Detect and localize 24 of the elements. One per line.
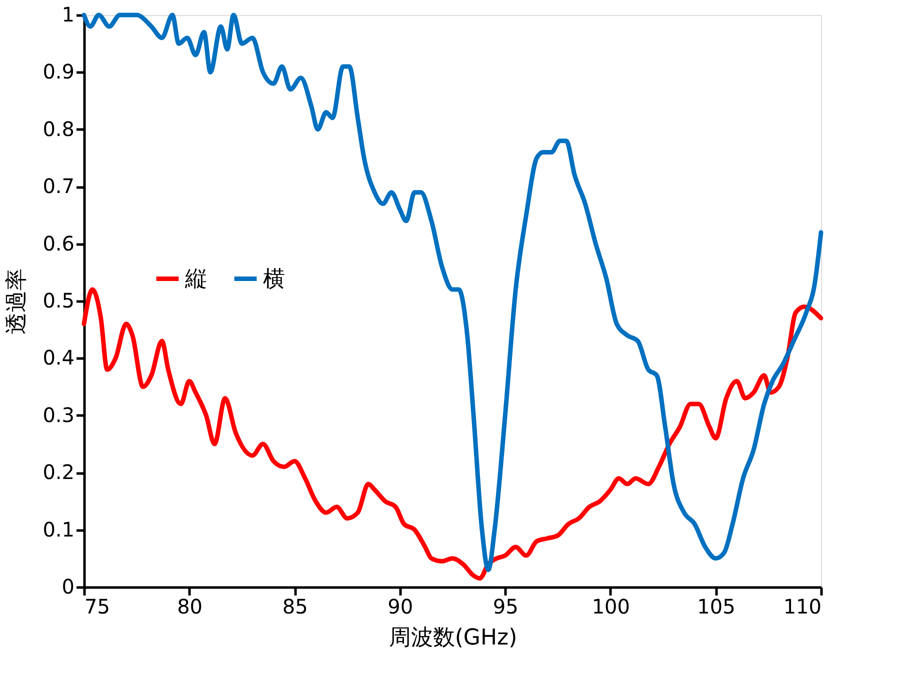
y-tick-label: 0.1 [42,517,74,542]
x-tick-label: 75 [84,594,110,618]
line-series [82,12,824,572]
y-tick-label: 0.6 [42,231,74,256]
x-axis-title: 周波数(GHz) [388,626,518,650]
x-tick-label: 100 [592,594,630,618]
y-tick-label: 0.5 [42,288,74,312]
x-tick-label: 95 [492,594,518,618]
x-tick-label: 80 [177,594,203,618]
y-tick-label: 0.9 [42,60,74,84]
y-tick-label: 0.2 [42,460,74,484]
legend-label: 横 [263,266,285,292]
y-tick-label: 0.4 [42,346,74,370]
x-tick-label: 85 [282,594,308,618]
x-tick-label: 110 [783,594,822,618]
y-tick-label: 0.3 [42,402,74,427]
y-tick-label: 0.7 [42,174,74,198]
y-tick-label: 0 [62,574,74,598]
y-tick-label: 1 [62,2,74,26]
y-tick-label: 0.8 [42,116,74,141]
y-axis-title: 透過率 [4,268,30,334]
x-tick-label: 90 [388,594,414,618]
x-tick-label: 105 [697,594,736,618]
legend-label: 縦 [184,266,207,292]
